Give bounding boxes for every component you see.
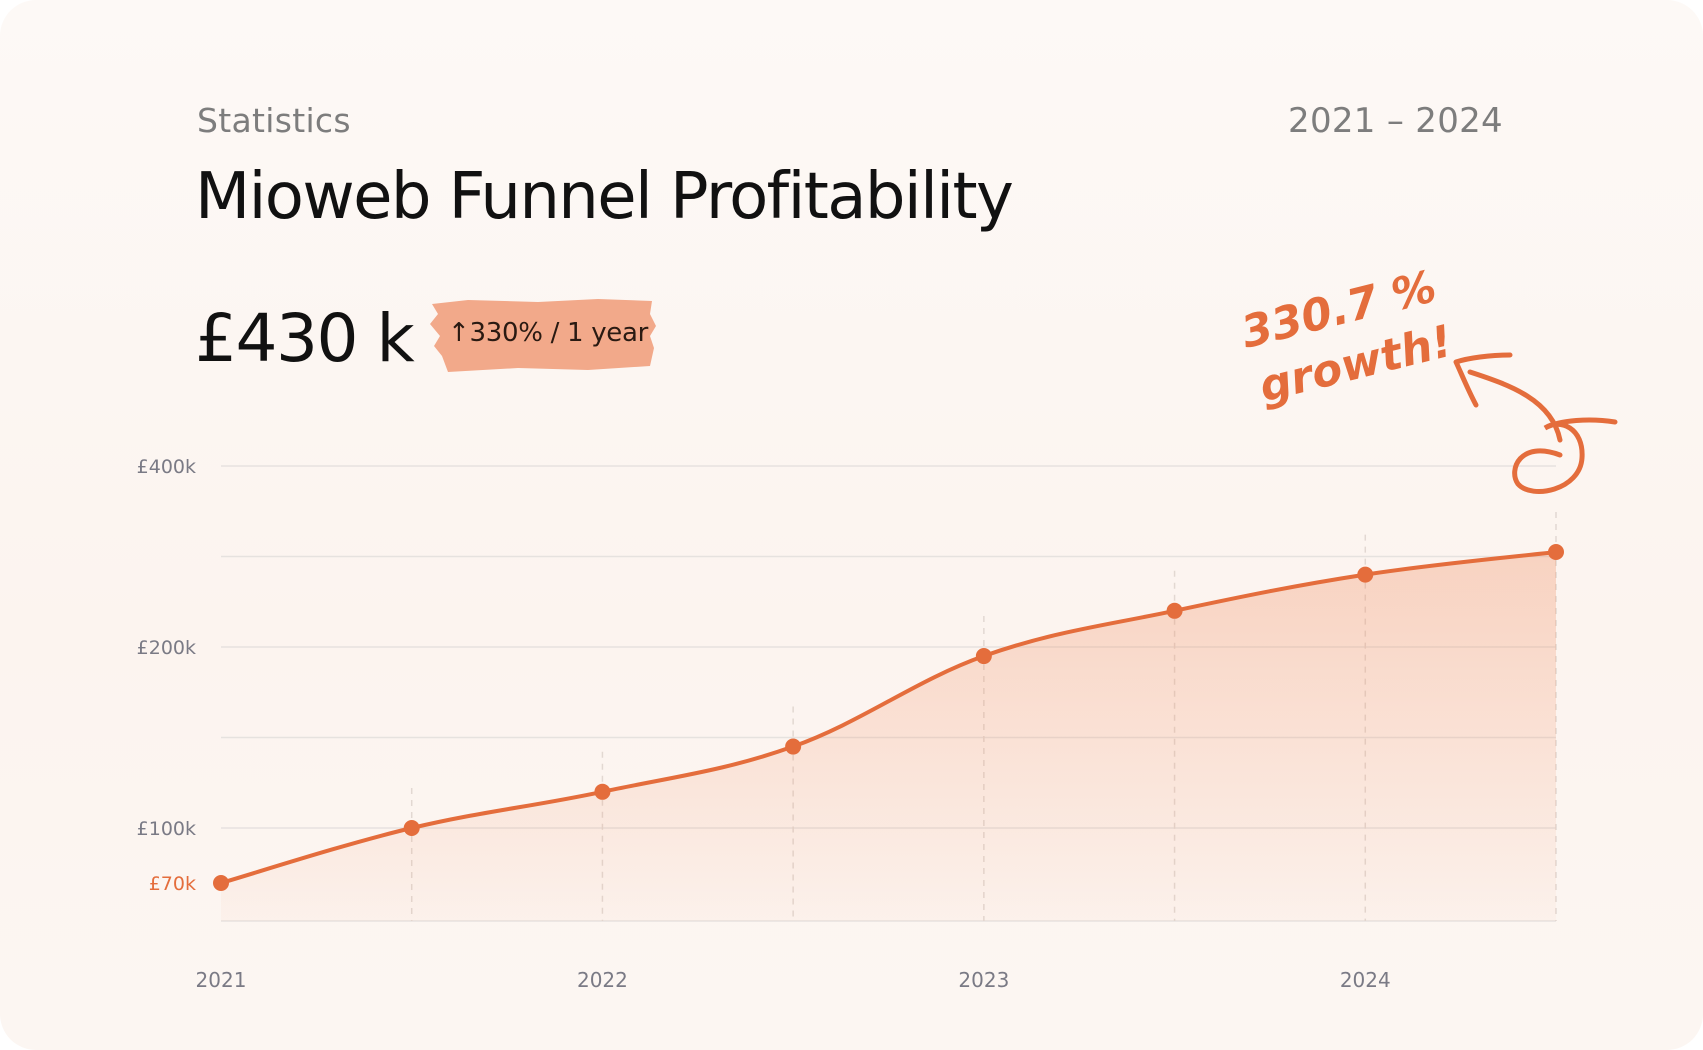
growth-badge-label: ↑330% / 1 year	[448, 318, 649, 348]
x-tick-label: 2023	[958, 968, 1009, 992]
highlight-loop	[1512, 417, 1618, 494]
page-title: Mioweb Funnel Profitability	[195, 160, 1014, 234]
y-tick-label: £100k	[137, 818, 196, 840]
x-tick-label: 2021	[196, 968, 247, 992]
x-tick-label: 2024	[1340, 968, 1391, 992]
data-point	[1166, 602, 1183, 619]
arrow-head-icon	[1453, 352, 1513, 408]
data-point	[403, 820, 420, 836]
data-point	[1548, 543, 1564, 560]
data-point	[594, 783, 611, 800]
curved-arrow-icon	[1467, 369, 1563, 443]
section-label: Statistics	[197, 101, 351, 140]
series-area	[221, 551, 1556, 921]
kpi-value: £430 k	[195, 300, 415, 377]
data-point	[1357, 566, 1374, 583]
badge-brush-shape	[430, 299, 656, 372]
y-tick-label: £200k	[137, 637, 196, 659]
y-tick-label: £400k	[137, 456, 196, 478]
y-tick-label: £70k	[149, 873, 196, 895]
y-axis-ticks: £400k £200k £100k £70k	[137, 456, 196, 895]
x-axis-ticks: 2021 2022 2023 2024	[196, 968, 1391, 992]
data-point	[785, 738, 802, 755]
data-points	[213, 543, 1564, 891]
growth-badge: ↑330% / 1 year	[428, 296, 660, 376]
series-line	[219, 549, 1558, 885]
date-range: 2021 – 2024	[1288, 101, 1503, 141]
data-point	[213, 875, 229, 891]
data-point	[975, 648, 992, 665]
x-tick-label: 2022	[577, 968, 628, 992]
